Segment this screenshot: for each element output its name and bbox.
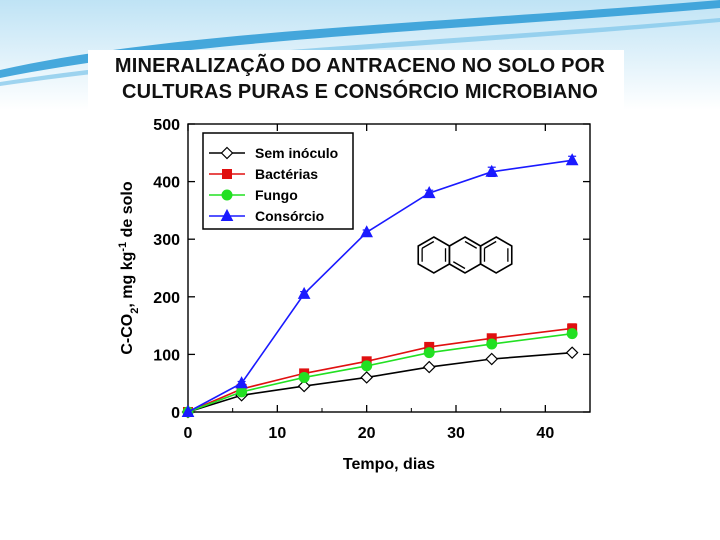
legend-label: Consórcio: [255, 208, 324, 224]
y-label-sup: -1: [117, 242, 129, 252]
data-point: [236, 386, 248, 398]
series-line: [187, 332, 573, 413]
chart-panel: [88, 50, 624, 530]
data-point: [361, 360, 373, 372]
y-tick-label: 400: [153, 175, 180, 192]
y-label-part-3: de solo: [119, 181, 136, 242]
anthracene-ring: [448, 236, 482, 274]
anthracene-double-bond: [452, 261, 466, 270]
anthracene-double-bond: [421, 240, 435, 249]
y-tick-label: 300: [153, 232, 180, 249]
data-point: [297, 379, 311, 393]
legend-marker: [220, 208, 234, 221]
series-2: [182, 328, 578, 418]
data-point: [422, 186, 436, 199]
anthracene-ring: [479, 236, 513, 274]
data-point: [297, 286, 311, 299]
plot-frame: [187, 123, 591, 413]
header-swoosh: [0, 0, 720, 78]
x-tick-label: 40: [536, 425, 554, 442]
series-3: [181, 153, 579, 417]
anthracene-double-bond: [484, 240, 497, 249]
y-tick-label: 500: [153, 117, 180, 134]
y-label-sub: 2: [129, 308, 141, 314]
x-axis-label: Tempo, dias: [343, 456, 435, 473]
data-point: [422, 360, 436, 374]
series-1: [183, 323, 578, 417]
slide-title-line-1: MINERALIZAÇÃO DO ANTRACENO NO SOLO POR: [114, 55, 606, 77]
legend-marker: [222, 169, 232, 179]
x-tick-label: 30: [447, 425, 465, 442]
y-label-part-1: C-CO: [119, 314, 136, 355]
y-tick-label: 0: [171, 405, 180, 422]
legend-marker: [221, 189, 233, 201]
data-point: [486, 338, 498, 350]
header-swoosh-light: [0, 18, 720, 86]
data-point: [235, 376, 248, 389]
data-point: [360, 225, 373, 238]
data-point: [485, 352, 499, 366]
legend-label: Sem inóculo: [255, 145, 338, 161]
y-tick-label: 200: [153, 290, 180, 307]
series-line: [187, 351, 573, 413]
data-point: [565, 346, 579, 360]
anthracene-ring: [417, 236, 451, 274]
y-axis-label: C-CO2, mg kg-1 de solo: [117, 181, 141, 354]
x-tick-label: 20: [358, 425, 376, 442]
x-tick-label: 10: [268, 425, 286, 442]
slide-title-line-2: CULTURAS PURAS E CONSÓRCIO MICROBIANO: [122, 81, 598, 103]
anthracene-double-bond: [464, 240, 478, 249]
x-tick-label: 0: [184, 425, 193, 442]
y-label-part-2: , mg kg: [119, 252, 136, 308]
data-point: [566, 328, 578, 340]
legend-marker: [220, 146, 234, 160]
anthracene-structure-icon: [417, 236, 513, 274]
legend-label: Bactérias: [255, 166, 318, 182]
data-point: [423, 347, 435, 359]
data-point: [485, 164, 499, 177]
data-point: [565, 153, 579, 166]
data-point: [181, 404, 195, 417]
legend-label: Fungo: [255, 187, 298, 203]
data-point: [360, 371, 374, 384]
y-tick-label: 100: [153, 347, 180, 364]
data-point: [298, 371, 310, 383]
